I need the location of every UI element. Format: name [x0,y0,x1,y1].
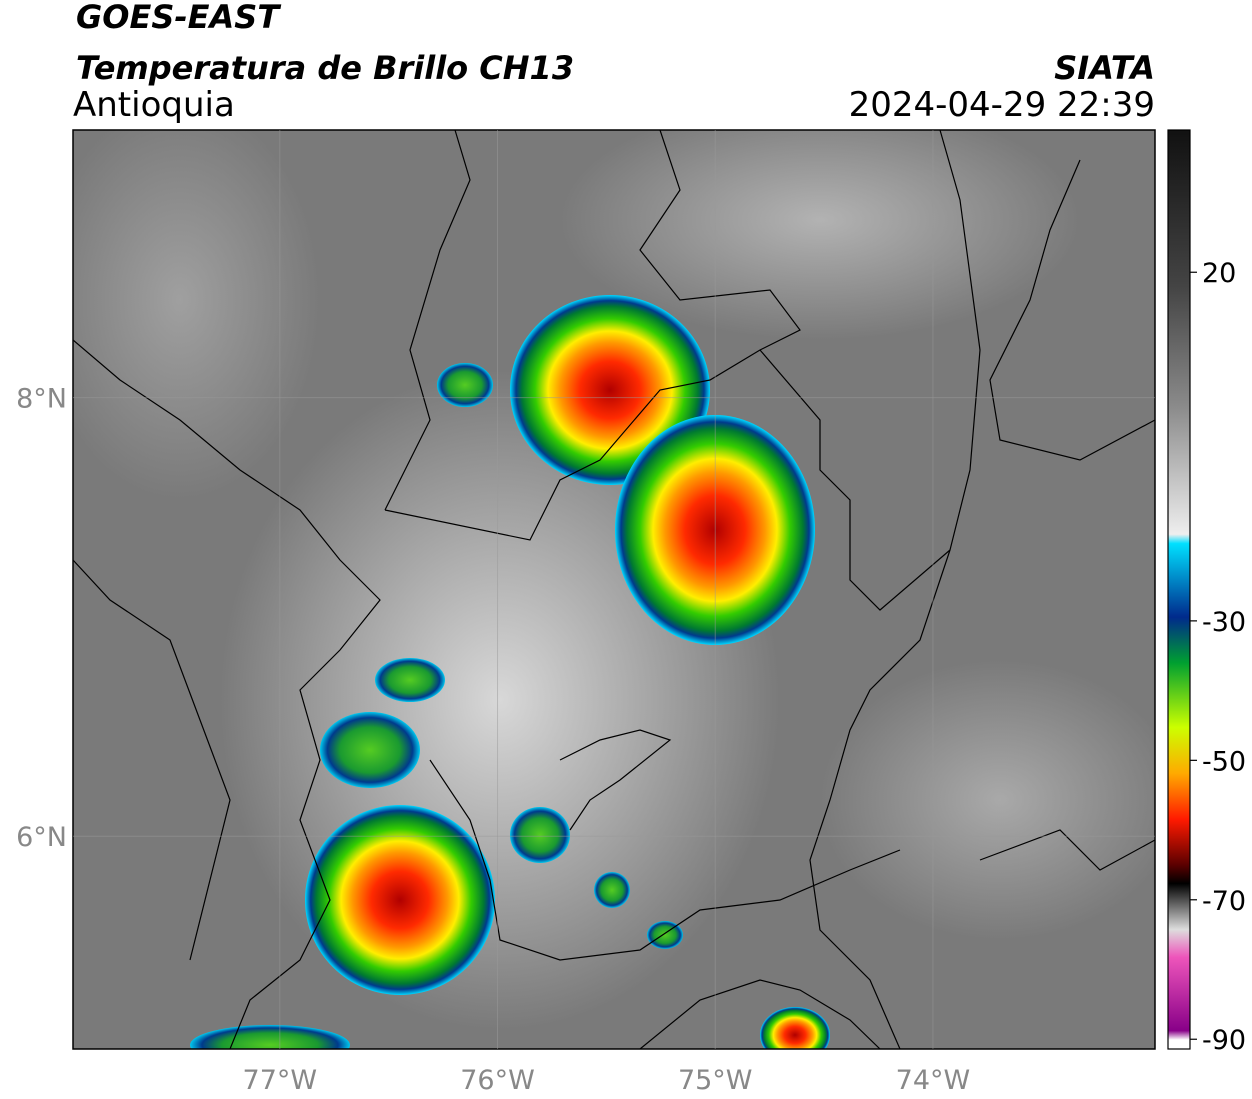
colorbar-tick-label: -50 [1202,746,1246,777]
datetime: 2024-04-29 22:39 [849,85,1155,125]
x-tick-label: 76°W [460,1065,535,1096]
colorbar-tick-label: -70 [1202,886,1246,917]
x-tick-label: 77°W [243,1065,318,1096]
region: Antioquia [73,85,235,125]
colorbar-tick-label: -30 [1202,607,1246,638]
source: SIATA [1054,49,1155,87]
x-tick-label: 75°W [678,1065,753,1096]
y-tick-label: 8°N [16,384,67,415]
subtitle: Temperatura de Brillo CH13 [76,49,574,87]
satellite-image [73,130,1155,1049]
x-tick-label: 74°W [896,1065,971,1096]
colorbar-tick-label: 20 [1202,258,1236,289]
y-tick-label: 6°N [16,822,67,853]
title: GOES-EAST [76,0,281,36]
colorbar [1167,129,1191,1050]
colorbar-tick-label: -90 [1202,1025,1246,1056]
map-frame [72,129,1156,1050]
